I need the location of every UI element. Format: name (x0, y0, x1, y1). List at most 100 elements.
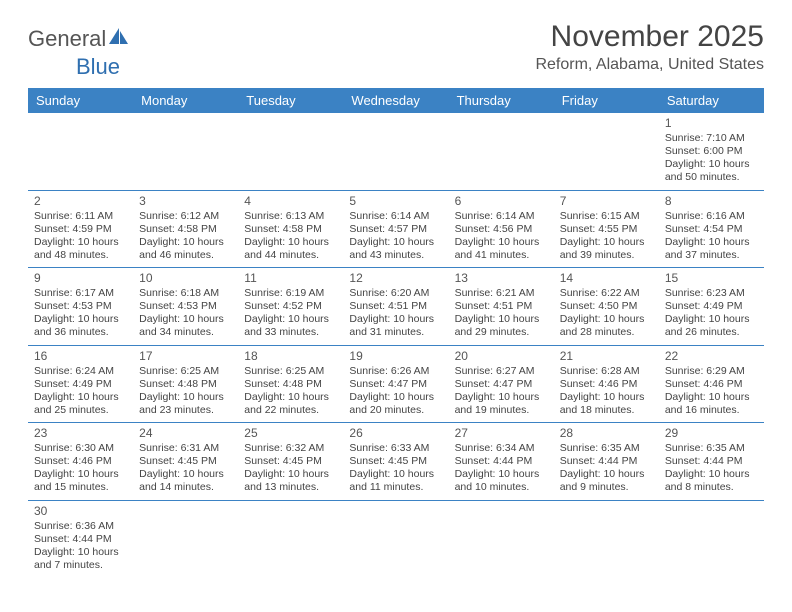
daylight-text: Daylight: 10 hours and 9 minutes. (560, 468, 653, 494)
day-number: 27 (455, 426, 548, 441)
logo-text-2: Blue (76, 54, 120, 80)
daylight-text: Daylight: 10 hours and 19 minutes. (455, 391, 548, 417)
calendar-cell-empty (659, 500, 764, 577)
day-number: 13 (455, 271, 548, 286)
calendar-cell: 6Sunrise: 6:14 AMSunset: 4:56 PMDaylight… (449, 190, 554, 268)
day-number: 20 (455, 349, 548, 364)
day-number: 2 (34, 194, 127, 209)
sunrise-text: Sunrise: 6:35 AM (665, 442, 758, 455)
weekday-header: Sunday (28, 88, 133, 113)
sunrise-text: Sunrise: 6:12 AM (139, 210, 232, 223)
sunset-text: Sunset: 4:53 PM (34, 300, 127, 313)
page-subtitle: Reform, Alabama, United States (535, 56, 764, 74)
sunrise-text: Sunrise: 6:21 AM (455, 287, 548, 300)
sunset-text: Sunset: 4:44 PM (560, 455, 653, 468)
sunset-text: Sunset: 4:44 PM (455, 455, 548, 468)
daylight-text: Daylight: 10 hours and 46 minutes. (139, 236, 232, 262)
day-number: 7 (560, 194, 653, 209)
sunrise-text: Sunrise: 6:30 AM (34, 442, 127, 455)
sunset-text: Sunset: 4:51 PM (349, 300, 442, 313)
day-number: 28 (560, 426, 653, 441)
day-number: 21 (560, 349, 653, 364)
sunrise-text: Sunrise: 6:25 AM (244, 365, 337, 378)
daylight-text: Daylight: 10 hours and 8 minutes. (665, 468, 758, 494)
calendar-cell: 11Sunrise: 6:19 AMSunset: 4:52 PMDayligh… (238, 268, 343, 346)
day-number: 25 (244, 426, 337, 441)
daylight-text: Daylight: 10 hours and 16 minutes. (665, 391, 758, 417)
daylight-text: Daylight: 10 hours and 10 minutes. (455, 468, 548, 494)
weekday-header: Wednesday (343, 88, 448, 113)
daylight-text: Daylight: 10 hours and 36 minutes. (34, 313, 127, 339)
sunset-text: Sunset: 4:44 PM (665, 455, 758, 468)
day-number: 23 (34, 426, 127, 441)
calendar-cell: 3Sunrise: 6:12 AMSunset: 4:58 PMDaylight… (133, 190, 238, 268)
calendar-cell: 7Sunrise: 6:15 AMSunset: 4:55 PMDaylight… (554, 190, 659, 268)
sunrise-text: Sunrise: 6:19 AM (244, 287, 337, 300)
calendar-cell-empty (133, 500, 238, 577)
sunrise-text: Sunrise: 6:13 AM (244, 210, 337, 223)
day-number: 29 (665, 426, 758, 441)
calendar-cell: 14Sunrise: 6:22 AMSunset: 4:50 PMDayligh… (554, 268, 659, 346)
sunset-text: Sunset: 4:46 PM (34, 455, 127, 468)
sunrise-text: Sunrise: 6:11 AM (34, 210, 127, 223)
sunrise-text: Sunrise: 6:25 AM (139, 365, 232, 378)
calendar-cell: 19Sunrise: 6:26 AMSunset: 4:47 PMDayligh… (343, 345, 448, 423)
sunrise-text: Sunrise: 6:35 AM (560, 442, 653, 455)
sunrise-text: Sunrise: 6:14 AM (349, 210, 442, 223)
day-number: 1 (665, 116, 758, 131)
calendar-cell: 27Sunrise: 6:34 AMSunset: 4:44 PMDayligh… (449, 423, 554, 501)
calendar-cell: 21Sunrise: 6:28 AMSunset: 4:46 PMDayligh… (554, 345, 659, 423)
day-number: 15 (665, 271, 758, 286)
calendar-cell: 9Sunrise: 6:17 AMSunset: 4:53 PMDaylight… (28, 268, 133, 346)
sunrise-text: Sunrise: 6:23 AM (665, 287, 758, 300)
calendar-cell-empty (238, 113, 343, 190)
sunset-text: Sunset: 4:47 PM (349, 378, 442, 391)
calendar-cell-empty (554, 113, 659, 190)
calendar-cell: 12Sunrise: 6:20 AMSunset: 4:51 PMDayligh… (343, 268, 448, 346)
day-number: 12 (349, 271, 442, 286)
calendar-row: 23Sunrise: 6:30 AMSunset: 4:46 PM Dayligh… (28, 423, 764, 501)
calendar-cell-empty (133, 113, 238, 190)
sunset-text: Sunset: 6:00 PM (665, 145, 758, 158)
sunset-text: Sunset: 4:49 PM (665, 300, 758, 313)
logo-text-1: General (28, 26, 106, 52)
weekday-header: Monday (133, 88, 238, 113)
daylight-text: Daylight: 10 hours and 23 minutes. (139, 391, 232, 417)
sunset-text: Sunset: 4:56 PM (455, 223, 548, 236)
daylight-text: Daylight: 10 hours and 31 minutes. (349, 313, 442, 339)
calendar-cell: 15Sunrise: 6:23 AMSunset: 4:49 PMDayligh… (659, 268, 764, 346)
sunrise-text: Sunrise: 6:22 AM (560, 287, 653, 300)
daylight-text: Daylight: 10 hours and 20 minutes. (349, 391, 442, 417)
calendar-row: 16Sunrise: 6:24 AMSunset: 4:49 PMDayligh… (28, 345, 764, 423)
day-number: 6 (455, 194, 548, 209)
calendar-cell: 20Sunrise: 6:27 AMSunset: 4:47 PMDayligh… (449, 345, 554, 423)
daylight-text: Daylight: 10 hours and 33 minutes. (244, 313, 337, 339)
daylight-text: Daylight: 10 hours and 14 minutes. (139, 468, 232, 494)
daylight-text: Daylight: 10 hours and 18 minutes. (560, 391, 653, 417)
day-number: 17 (139, 349, 232, 364)
daylight-text: Daylight: 10 hours and 29 minutes. (455, 313, 548, 339)
sunrise-text: Sunrise: 6:33 AM (349, 442, 442, 455)
sunset-text: Sunset: 4:51 PM (455, 300, 548, 313)
sunset-text: Sunset: 4:53 PM (139, 300, 232, 313)
day-number: 8 (665, 194, 758, 209)
daylight-text: Daylight: 10 hours and 37 minutes. (665, 236, 758, 262)
calendar-row: 9Sunrise: 6:17 AMSunset: 4:53 PMDaylight… (28, 268, 764, 346)
weekday-header-row: SundayMondayTuesdayWednesdayThursdayFrid… (28, 88, 764, 113)
calendar-cell: 1Sunrise: 7:10 AMSunset: 6:00 PMDaylight… (659, 113, 764, 190)
calendar-cell: 30Sunrise: 6:36 AMSunset: 4:44 PMDayligh… (28, 500, 133, 577)
sunset-text: Sunset: 4:45 PM (139, 455, 232, 468)
daylight-text: Daylight: 10 hours and 41 minutes. (455, 236, 548, 262)
sunset-text: Sunset: 4:57 PM (349, 223, 442, 236)
daylight-text: Daylight: 10 hours and 48 minutes. (34, 236, 127, 262)
sunrise-text: Sunrise: 6:15 AM (560, 210, 653, 223)
daylight-text: Daylight: 10 hours and 25 minutes. (34, 391, 127, 417)
calendar-cell-empty (449, 500, 554, 577)
day-number: 14 (560, 271, 653, 286)
sunrise-text: Sunrise: 6:36 AM (34, 520, 127, 533)
day-number: 30 (34, 504, 127, 519)
sunrise-text: Sunrise: 6:31 AM (139, 442, 232, 455)
logo: General (28, 20, 130, 52)
sunrise-text: Sunrise: 6:20 AM (349, 287, 442, 300)
sunset-text: Sunset: 4:50 PM (560, 300, 653, 313)
